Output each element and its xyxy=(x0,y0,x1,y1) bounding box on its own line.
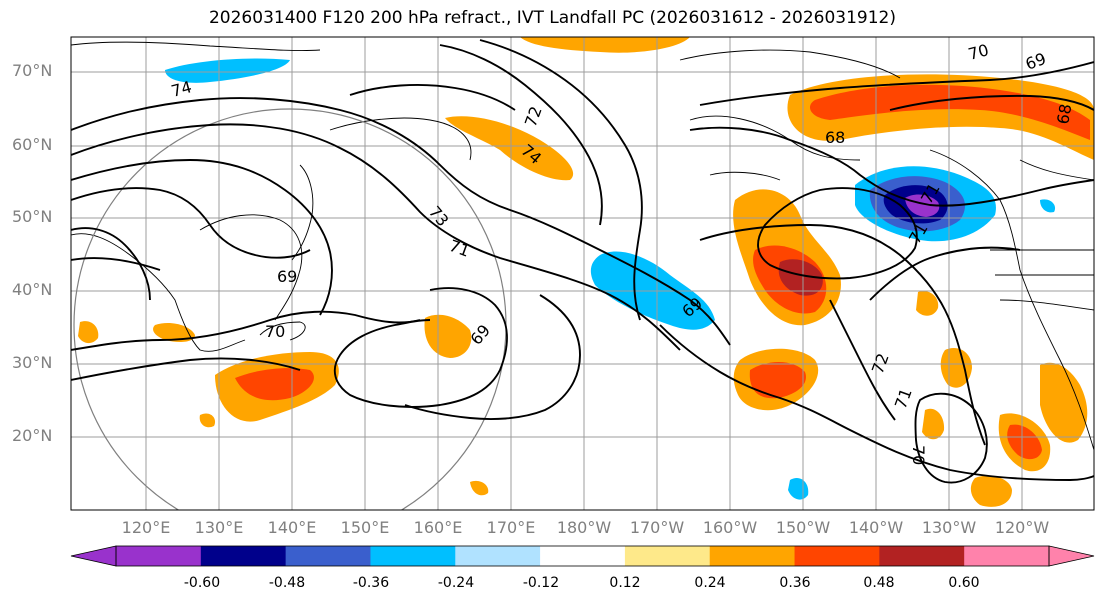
colorbar-swatch xyxy=(794,546,880,566)
contour-label: 74 xyxy=(169,77,194,101)
lon-label: 140°E xyxy=(267,518,317,537)
contour-label: 70 xyxy=(265,322,285,341)
colorbar-swatch xyxy=(540,546,626,566)
colorbar-under-arrow xyxy=(70,545,117,567)
colorbar-swatch xyxy=(285,546,371,566)
colorbar-tick-label: -0.12 xyxy=(522,575,560,591)
lon-label: 170°W xyxy=(629,518,685,537)
lon-label: 130°E xyxy=(194,518,244,537)
lon-label: 160°W xyxy=(702,518,758,537)
colorbar-tick-label: 0.12 xyxy=(609,575,641,591)
colorbar-over-arrow xyxy=(1048,545,1095,567)
map-frame xyxy=(70,36,1095,511)
contour-label: 69 xyxy=(277,267,297,286)
lon-label: 120°W xyxy=(994,518,1050,537)
colorbar-swatch xyxy=(624,546,711,566)
lon-label: 150°W xyxy=(775,518,831,537)
lat-label: 60°N xyxy=(12,135,53,154)
colorbar-tick-label: 0.36 xyxy=(779,575,811,591)
colorbar-swatch xyxy=(879,546,965,566)
colorbar-swatch xyxy=(964,546,1050,566)
refractivity-contours xyxy=(71,39,1094,484)
lon-label: 150°E xyxy=(340,518,390,537)
lon-label: 140°W xyxy=(848,518,904,537)
colorbar-tick-label: 0.60 xyxy=(948,575,980,591)
graticule xyxy=(71,37,1094,510)
map-title: 2026031400 F120 200 hPa refract., IVT La… xyxy=(208,8,896,28)
colorbar-tick-label: -0.36 xyxy=(352,575,390,591)
lon-label: 120°E xyxy=(121,518,171,537)
lon-label: 130°W xyxy=(921,518,977,537)
lat-label: 50°N xyxy=(12,207,53,226)
colorbar xyxy=(70,545,1095,567)
lon-label: 160°E xyxy=(413,518,463,537)
colorbar-tick-label: 0.48 xyxy=(863,575,895,591)
colorbar-tick-label: -0.60 xyxy=(183,575,221,591)
colorbar-swatch xyxy=(370,546,456,566)
lat-label: 70°N xyxy=(12,61,53,80)
contour-label: 68 xyxy=(825,128,845,147)
colorbar-frame xyxy=(115,545,1050,567)
colorbar-swatch xyxy=(116,546,202,566)
lat-label: 40°N xyxy=(12,280,53,299)
colorbar-tick-label: -0.24 xyxy=(437,575,475,591)
colorbar-tick-label: -0.48 xyxy=(268,575,306,591)
lat-label: 30°N xyxy=(12,353,53,372)
contour-label: 70 xyxy=(909,445,928,465)
lon-label: 180°W xyxy=(556,518,612,537)
colorbar-swatch xyxy=(200,546,287,566)
contour-label: 70 xyxy=(966,40,991,64)
lon-label: 170°E xyxy=(486,518,536,537)
lat-label: 20°N xyxy=(12,426,53,445)
contour-label: 68 xyxy=(1053,102,1075,125)
colorbar-tick-label: 0.24 xyxy=(694,575,726,591)
colorbar-swatch xyxy=(455,546,541,566)
colorbar-swatch xyxy=(709,546,796,566)
